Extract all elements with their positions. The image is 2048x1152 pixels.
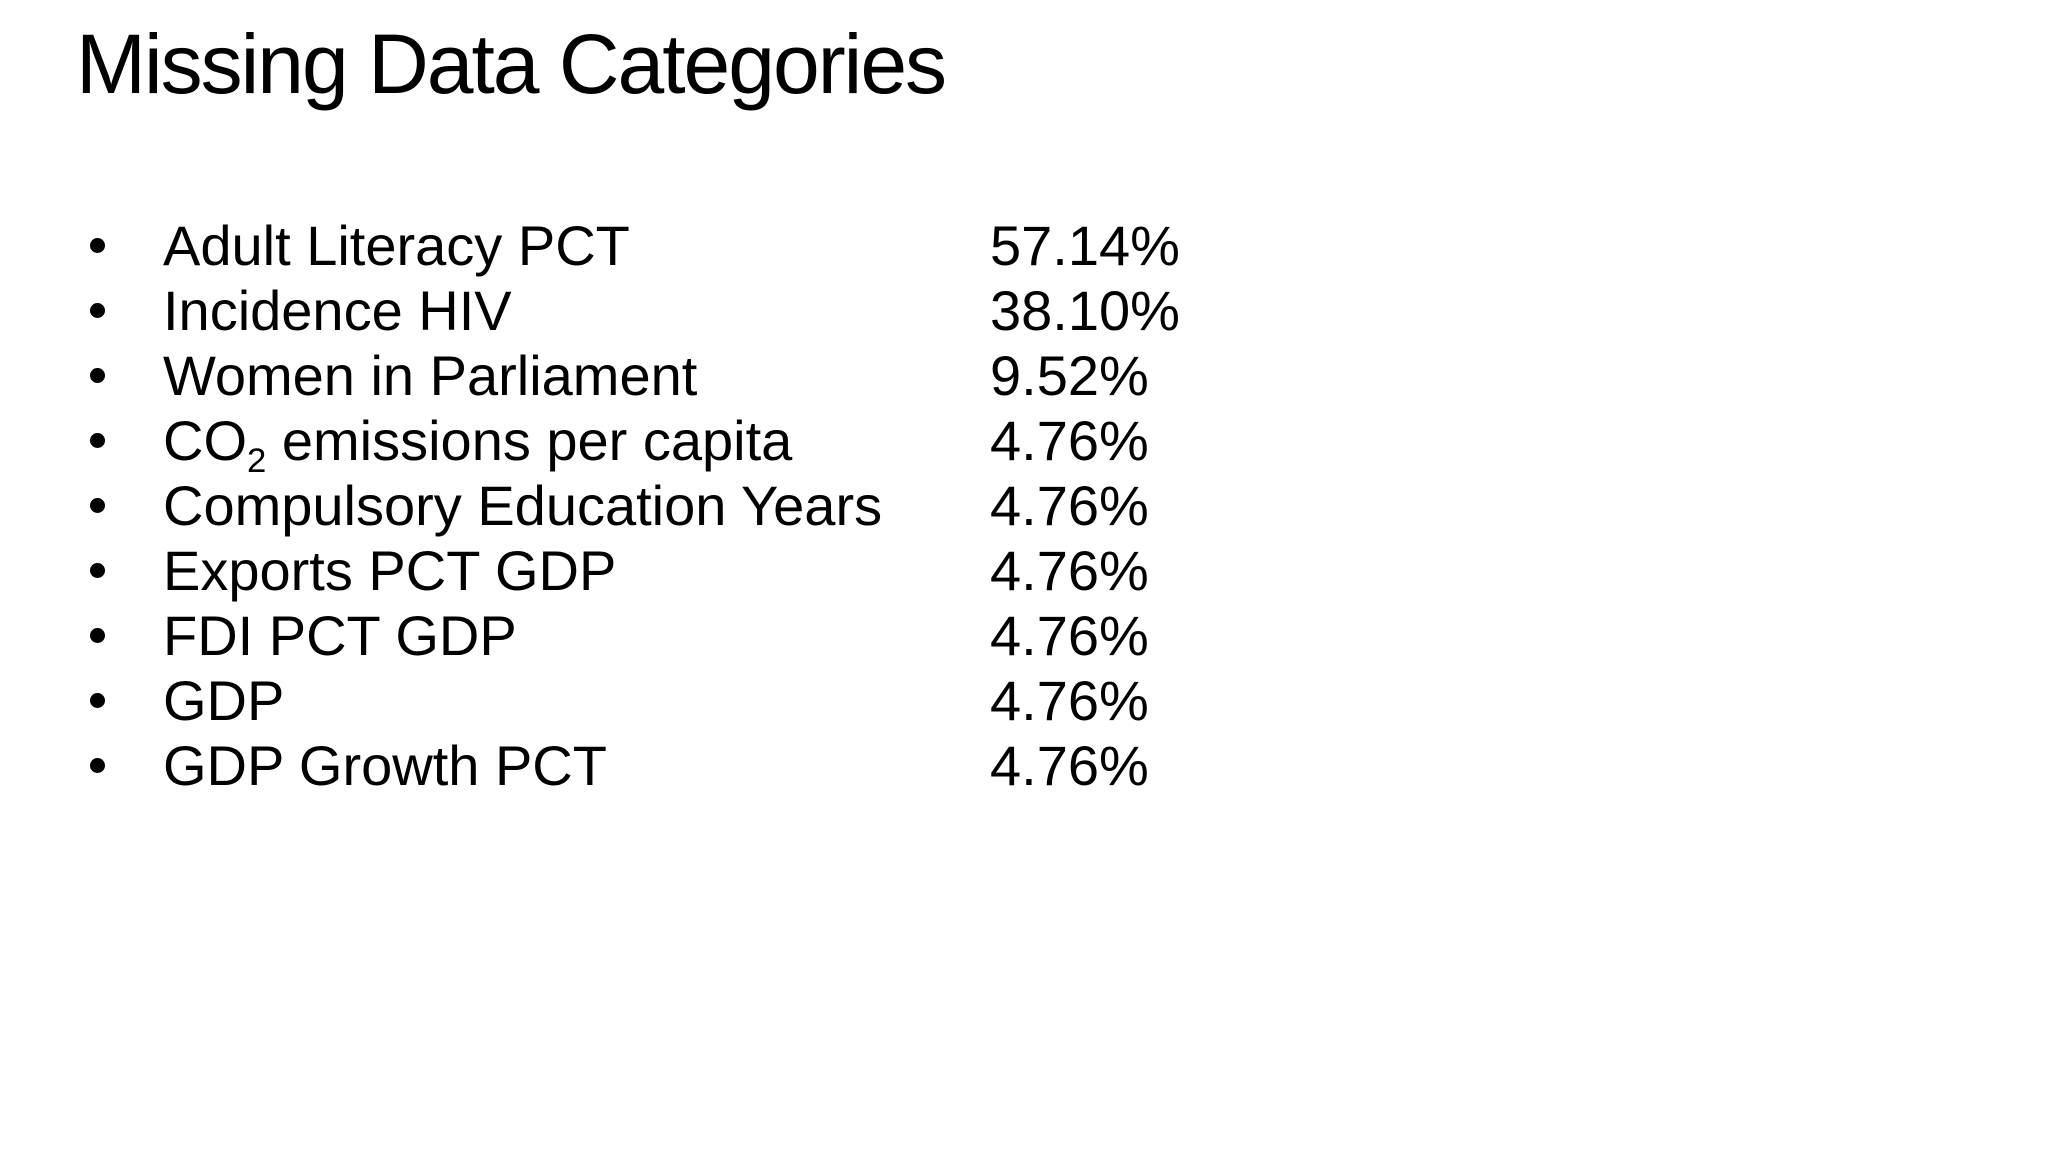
category-label: Compulsory Education Years	[163, 473, 990, 538]
list-item: Exports PCT GDP 4.76%	[0, 538, 2048, 603]
list-item: FDI PCT GDP 4.76%	[0, 603, 2048, 668]
list-item: GDP 4.76%	[0, 668, 2048, 733]
category-label-text: GDP	[163, 669, 285, 732]
bullet-icon	[90, 758, 105, 773]
category-label: Incidence HIV	[163, 278, 990, 343]
category-label-text: emissions per capita	[266, 409, 793, 472]
list-item: Incidence HIV 38.10%	[0, 278, 2048, 343]
category-label: Adult Literacy PCT	[163, 213, 990, 278]
category-label-text: Women in Parliament	[163, 344, 698, 407]
category-percentage: 4.76%	[990, 474, 1149, 537]
category-label-text: CO	[163, 409, 247, 472]
list-item: CO2 emissions per capita 4.76%	[0, 408, 2048, 479]
bullet-icon	[90, 303, 105, 318]
bullet-icon	[90, 693, 105, 708]
category-label-subscript: 2	[247, 442, 267, 481]
category-percentage: 4.76%	[990, 409, 1149, 472]
category-label-text: Incidence HIV	[163, 279, 512, 342]
slide-title: Missing Data Categories	[76, 17, 947, 111]
bullet-icon	[90, 498, 105, 513]
bullet-icon	[90, 368, 105, 383]
category-percentage: 4.76%	[990, 604, 1149, 667]
category-label: CO2 emissions per capita	[163, 408, 990, 479]
category-percentage: 4.76%	[990, 539, 1149, 602]
list-item: Compulsory Education Years 4.76%	[0, 473, 2048, 538]
list-item: Women in Parliament 9.52%	[0, 343, 2048, 408]
bullet-icon	[90, 628, 105, 643]
category-label: GDP Growth PCT	[163, 733, 990, 798]
category-label-text: Compulsory Education Years	[163, 474, 883, 537]
category-label-text: GDP Growth PCT	[163, 734, 607, 797]
bullet-icon	[90, 238, 105, 253]
category-percentage: 4.76%	[990, 734, 1149, 797]
list-item: GDP Growth PCT 4.76%	[0, 733, 2048, 798]
category-label-text: Adult Literacy PCT	[163, 214, 630, 277]
category-percentage: 4.76%	[990, 669, 1149, 732]
category-label: GDP	[163, 668, 990, 733]
list-item: Adult Literacy PCT 57.14%	[0, 213, 2048, 278]
category-label: FDI PCT GDP	[163, 603, 990, 668]
category-label: Exports PCT GDP	[163, 538, 990, 603]
category-label-text: FDI PCT GDP	[163, 604, 517, 667]
bullet-icon	[90, 433, 105, 448]
category-label-text: Exports PCT GDP	[163, 539, 617, 602]
category-percentage: 9.52%	[990, 344, 1149, 407]
category-label: Women in Parliament	[163, 343, 990, 408]
category-percentage: 38.10%	[990, 279, 1180, 342]
bullet-icon	[90, 563, 105, 578]
category-percentage: 57.14%	[990, 214, 1180, 277]
missing-data-category-list: Adult Literacy PCT 57.14% Incidence HIV 38.…	[0, 213, 2048, 798]
